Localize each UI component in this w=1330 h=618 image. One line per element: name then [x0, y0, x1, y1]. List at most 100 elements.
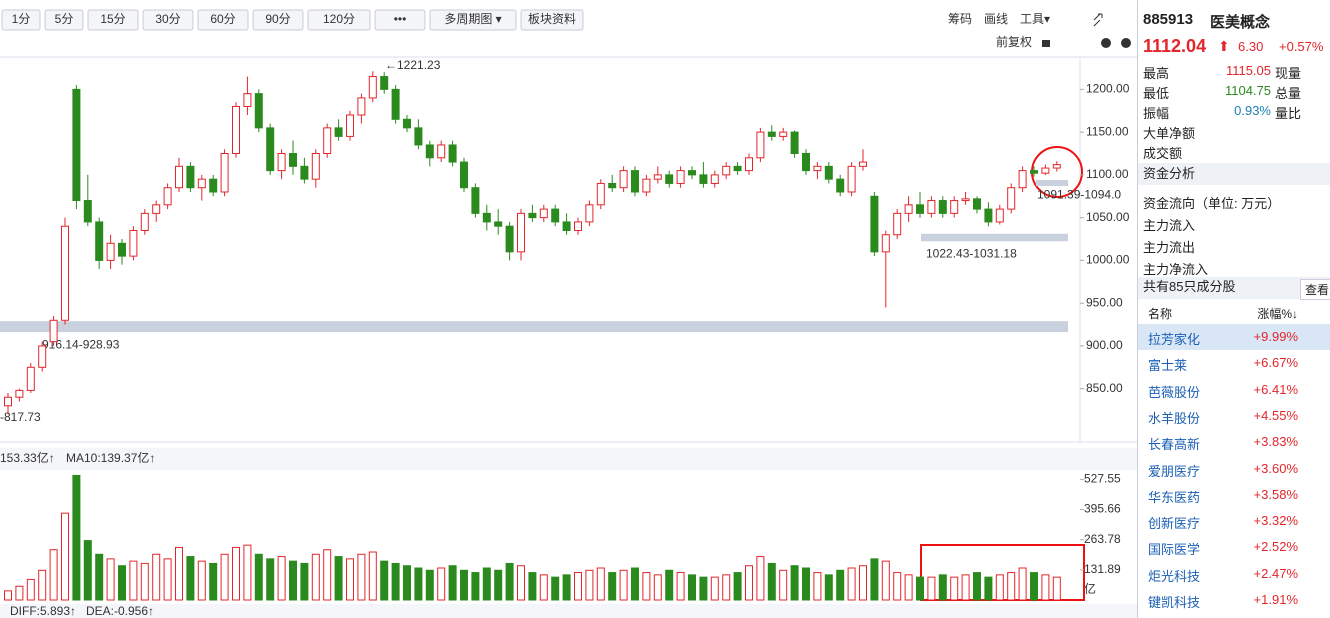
- volume-bar: [129, 560, 138, 601]
- volume-bar: [494, 569, 503, 601]
- volume-bar: [824, 574, 833, 601]
- volume-bar: [779, 569, 788, 601]
- stock-pct: +2.52%: [1253, 539, 1298, 555]
- flow-label: 主力净流入: [1143, 262, 1209, 277]
- stock-name[interactable]: 键凯科技: [1148, 595, 1201, 610]
- period-label: 90分: [265, 12, 290, 26]
- band-label: 1022.43-1031.18: [926, 246, 1017, 260]
- candle-body: [163, 187, 172, 206]
- candle-body: [596, 182, 605, 206]
- y-tick-label: 900.00: [1086, 338, 1123, 352]
- view-button[interactable]: 查看: [1300, 279, 1330, 300]
- candle-body: [403, 118, 411, 129]
- stock-name[interactable]: 国际医学: [1148, 542, 1201, 558]
- ma10-label: MA10:139.37亿↑: [66, 450, 155, 465]
- candle-body: [1018, 170, 1027, 189]
- y-tick-label: 1200.00: [1086, 82, 1130, 96]
- stock-pct: +1.91%: [1253, 592, 1298, 607]
- tool-label: 画线: [984, 12, 1008, 26]
- candle-body: [4, 396, 12, 407]
- volume-bar: [539, 574, 548, 601]
- stock-name[interactable]: 富士莱: [1148, 358, 1188, 374]
- ma5-label: 153.33亿↑: [0, 450, 55, 465]
- candle-body: [973, 198, 981, 210]
- candle-body: [197, 178, 206, 189]
- diff-label: DIFF:5.893↑: [10, 604, 76, 618]
- section: 资金分析: [1138, 163, 1330, 185]
- stock-name[interactable]: 创新医疗: [1148, 516, 1201, 532]
- volume-bar: [973, 572, 981, 601]
- arrow: ⬆: [1218, 38, 1230, 54]
- volume-bar: [175, 546, 183, 601]
- stock-pct: +6.41%: [1253, 381, 1298, 397]
- stock-name[interactable]: 芭薇股份: [1148, 384, 1201, 400]
- volume-bar: [254, 553, 263, 601]
- volume-bar: [243, 544, 252, 601]
- candle-body: [733, 165, 742, 172]
- y-tick-label: 950.00: [1086, 295, 1123, 309]
- candle-body: [1041, 167, 1050, 174]
- candle-body: [289, 153, 297, 167]
- volume-bar: [106, 558, 115, 601]
- price: 1112.04: [1143, 36, 1207, 56]
- stock-name[interactable]: 炬光科技: [1148, 568, 1201, 584]
- candle-body: [995, 208, 1004, 223]
- volume-bar: [836, 569, 845, 601]
- volume-bar: [870, 558, 879, 601]
- volume-bar: [665, 569, 674, 601]
- annotation: -817.73: [0, 410, 41, 424]
- period-button[interactable]: [142, 9, 194, 31]
- volume-bar: [585, 569, 594, 601]
- candle-body: [688, 170, 696, 176]
- quote-panel: 885913 医美概念 1112.04 ⬆ 6.30 +0.57% 最高 1115.05 现量最…: [1137, 0, 1330, 618]
- volume-bar: [574, 572, 582, 601]
- table-head: 涨幅%↓: [1257, 307, 1298, 321]
- volume-bar: [289, 560, 297, 601]
- icons: [1042, 13, 1131, 48]
- flow-label: 主力流出: [1143, 240, 1196, 255]
- volume-bar: [859, 565, 867, 601]
- period-button[interactable]: [520, 9, 584, 31]
- candle-body: [710, 174, 719, 184]
- tool-label: 筹码: [948, 12, 972, 26]
- candle-body: [380, 76, 389, 90]
- volume-bar: [38, 569, 47, 601]
- candle-body: [152, 204, 161, 214]
- volume-bar: [425, 569, 434, 601]
- period-button[interactable]: [429, 9, 517, 31]
- stock-name[interactable]: 水羊股份: [1148, 410, 1201, 426]
- volume-bar: [61, 512, 69, 601]
- candle-body: [460, 161, 468, 189]
- candle-body: [95, 221, 104, 261]
- candle-body: [893, 212, 902, 236]
- stock-name[interactable]: 拉芳家化: [1148, 332, 1201, 347]
- stock-name[interactable]: 华东医药: [1148, 489, 1201, 505]
- candle-body: [26, 366, 35, 391]
- stock-pct: +9.99%: [1253, 329, 1298, 344]
- volume-bar: [83, 540, 92, 601]
- stock-pct: +3.60%: [1253, 460, 1298, 476]
- period-button[interactable]: [197, 9, 249, 31]
- volume-bar: [802, 567, 810, 601]
- stock-name[interactable]: 长春高新: [1148, 437, 1201, 453]
- candle-body: [756, 131, 765, 159]
- volume-bar: [1018, 567, 1027, 601]
- volume-bar: [961, 574, 970, 601]
- volume-bar: [984, 576, 993, 601]
- name: 医美概念: [1210, 14, 1271, 31]
- period-button[interactable]: [44, 9, 84, 31]
- period-button[interactable]: [252, 9, 304, 31]
- candle-body: [140, 212, 149, 231]
- period-button[interactable]: [307, 9, 371, 31]
- count: 共有85只成分股: [1138, 277, 1330, 299]
- candle-body: [528, 212, 537, 219]
- period-button[interactable]: [87, 9, 139, 31]
- volume-bar: [118, 565, 126, 601]
- stock-name[interactable]: 爱朋医疗: [1148, 463, 1201, 479]
- period-button[interactable]: [374, 9, 426, 31]
- candle-body: [471, 187, 480, 214]
- period-label: •••: [394, 12, 407, 26]
- candle-body: [824, 165, 833, 180]
- period-button[interactable]: [1, 9, 41, 31]
